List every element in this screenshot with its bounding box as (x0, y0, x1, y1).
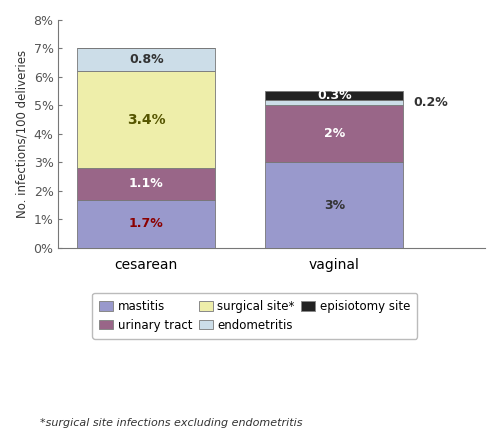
Bar (77, 168, 215, 200)
Legend: mastitis, urinary tract, surgical site*, endometritis, episiotomy site: mastitis, urinary tract, surgical site*,… (92, 292, 417, 339)
Text: 0.2%: 0.2% (414, 96, 448, 109)
Text: *surgical site infections excluding endometritis: *surgical site infections excluding endo… (40, 417, 302, 428)
Text: 3%: 3% (324, 199, 345, 212)
Text: 1.1%: 1.1% (129, 178, 164, 191)
Bar (266, 162, 404, 248)
Text: 2%: 2% (324, 127, 345, 140)
Bar (266, 91, 404, 100)
Bar (77, 71, 215, 168)
Text: 3.4%: 3.4% (127, 113, 166, 127)
Bar (77, 48, 215, 71)
Y-axis label: No. infections/100 deliveries: No. infections/100 deliveries (15, 50, 28, 218)
Text: 0.3%: 0.3% (317, 89, 352, 102)
Bar (77, 200, 215, 248)
Text: 0.8%: 0.8% (129, 54, 164, 67)
Bar (266, 100, 404, 105)
Text: 1.7%: 1.7% (129, 217, 164, 230)
Bar (266, 105, 404, 162)
